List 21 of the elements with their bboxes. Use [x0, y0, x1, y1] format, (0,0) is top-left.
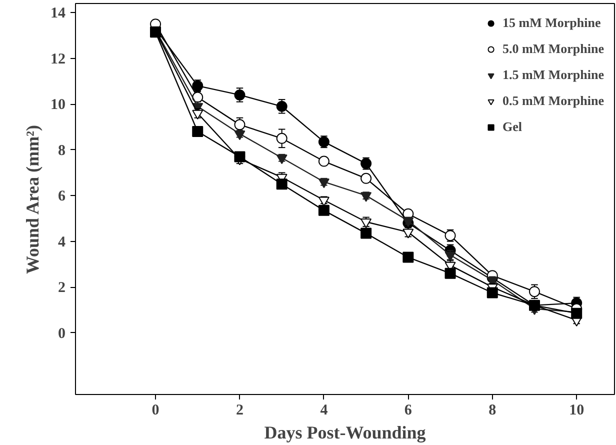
legend-label: 15 mM Morphine — [502, 15, 601, 31]
y-tick-label: 2 — [58, 280, 66, 296]
x-tick-label: 8 — [488, 402, 496, 418]
x-tick-label: 10 — [569, 402, 584, 418]
y-tick-label: 8 — [58, 142, 66, 159]
x-tick-label: 4 — [320, 402, 328, 418]
y-tick-label: 0 — [58, 326, 66, 342]
legend-label: 1.5 mM Morphine — [502, 67, 604, 83]
x-tick-label: 0 — [152, 402, 160, 418]
y-axis-title: Wound Area (mm²) — [22, 124, 42, 274]
y-tick-label: 6 — [58, 188, 66, 205]
y-tick-label: 12 — [50, 51, 66, 68]
y-tick-label: 10 — [50, 97, 66, 114]
y-tick-label: 4 — [58, 234, 66, 250]
y-tick-label: 14 — [50, 6, 66, 22]
x-tick-label: 6 — [404, 402, 412, 418]
x-tick-label: 2 — [236, 402, 244, 418]
x-axis-title: Days Post-Wounding — [264, 422, 426, 442]
legend-label: 0.5 mM Morphine — [502, 93, 604, 109]
legend-label: Gel — [502, 119, 523, 135]
legend-label: 5.0 mM Morphine — [502, 41, 604, 57]
